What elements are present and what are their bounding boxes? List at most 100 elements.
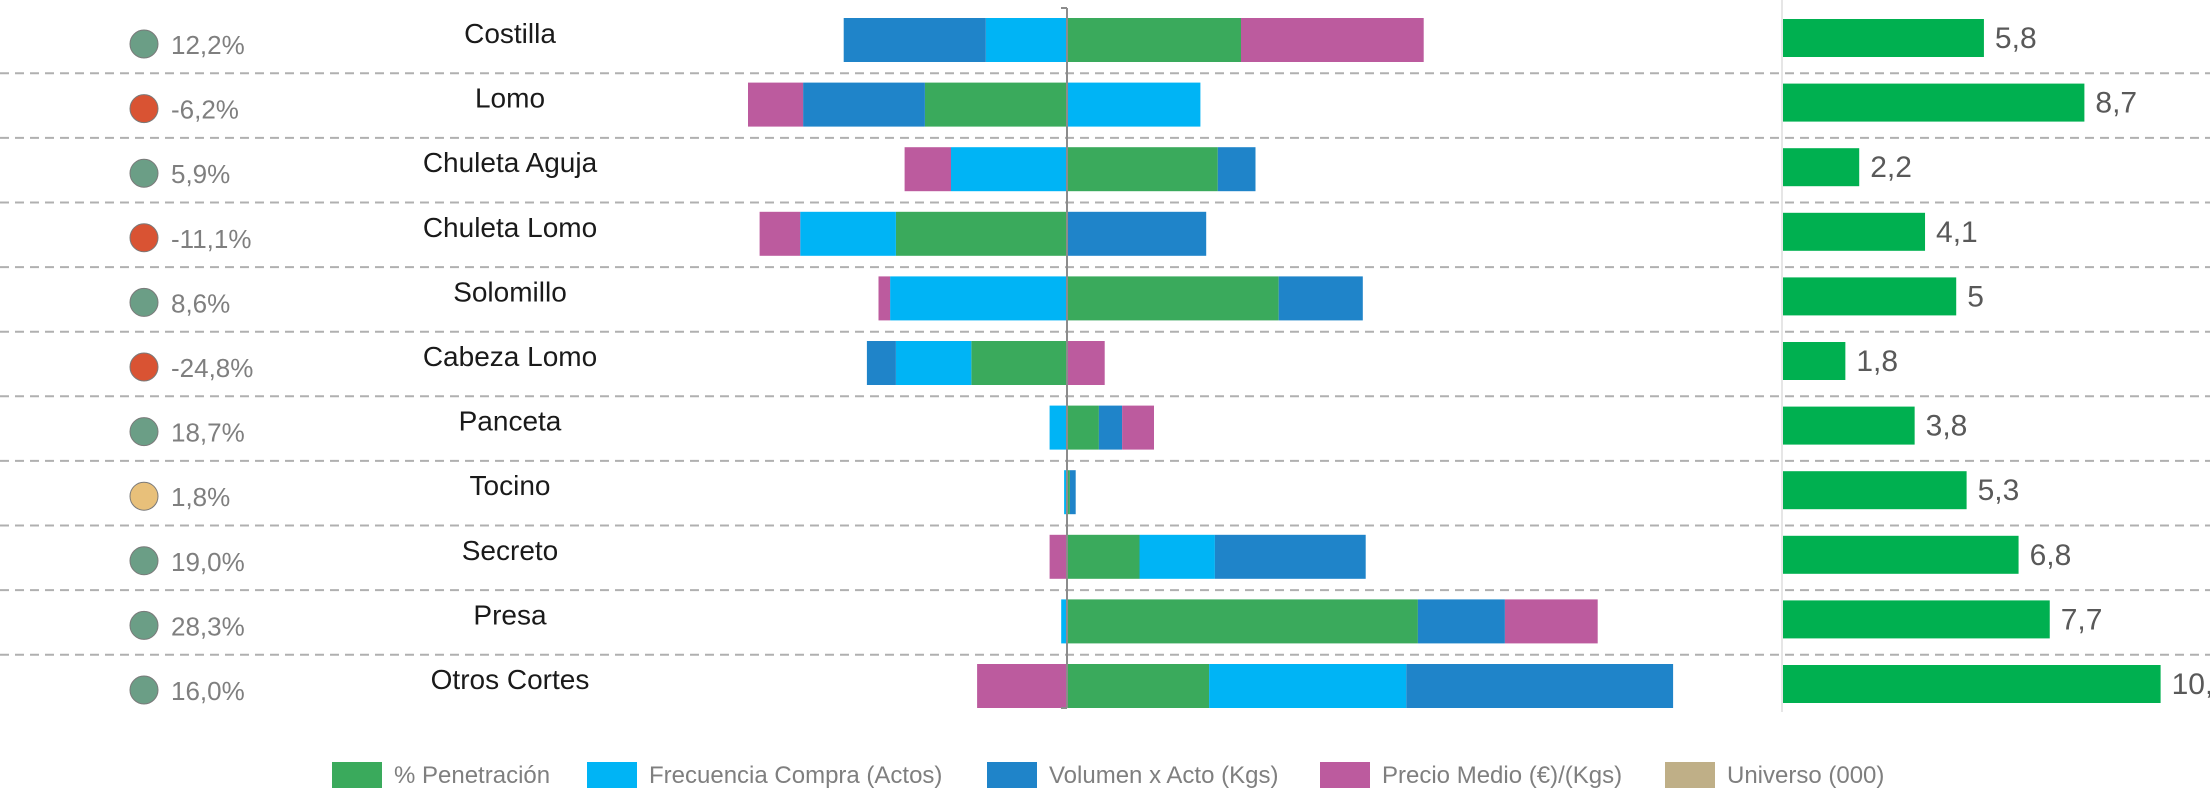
status-dot: [129, 158, 159, 188]
right-bar-label: 5,8: [1995, 22, 2037, 55]
bar-segment-3: [1098, 405, 1123, 450]
bar-segment-1: [971, 341, 1067, 385]
legend-swatch-5: [1665, 762, 1715, 788]
right-bar-label: 6,8: [2030, 539, 2072, 572]
right-bar: [1783, 212, 1926, 251]
bar-segment-4: [904, 147, 951, 192]
bar-segment-2: [1061, 599, 1067, 644]
legend-label-2: Frecuencia Compra (Actos): [649, 762, 942, 789]
change-label: 16,0%: [171, 676, 245, 706]
status-dot: [129, 223, 159, 253]
change-label: -24,8%: [171, 353, 253, 383]
bar-segment-4: [1067, 341, 1105, 385]
bar-segment-3: [803, 82, 925, 127]
bar-segment-3: [1214, 534, 1366, 579]
bar-segment-4: [759, 211, 801, 256]
status-dot: [129, 546, 159, 576]
category-label: Panceta: [459, 406, 562, 437]
bar-segment-1: [1067, 534, 1140, 579]
category-label: Presa: [473, 599, 547, 630]
bar-segment-1: [1067, 147, 1218, 192]
status-dot: [129, 94, 159, 124]
bar-segment-2: [1067, 82, 1201, 127]
right-bar-label: 5: [1967, 280, 1984, 313]
bar-segment-2: [895, 341, 972, 385]
bar-segment-2: [985, 18, 1067, 62]
category-label: Lomo: [475, 83, 545, 114]
change-label: 28,3%: [171, 611, 245, 641]
change-label: -11,1%: [171, 224, 251, 254]
legend-label-1: % Penetración: [394, 762, 550, 789]
right-bar: [1783, 83, 2085, 122]
bar-segment-4: [1504, 599, 1598, 644]
bar-segment-1: [924, 82, 1067, 127]
change-label: 19,0%: [171, 547, 245, 577]
legend-swatch-1: [332, 762, 382, 788]
change-label: -6,2%: [171, 95, 239, 125]
status-dot: [129, 417, 159, 447]
legend-swatch-3: [987, 762, 1037, 788]
category-label: Costilla: [464, 18, 556, 49]
bar-segment-3: [1278, 276, 1363, 321]
bar-segment-1: [1067, 470, 1070, 515]
right-bar-label: 4,1: [1936, 216, 1978, 249]
legend-label-3: Volumen x Acto (Kgs): [1049, 762, 1278, 789]
bar-segment-4: [1241, 18, 1424, 62]
bar-segment-4: [977, 664, 1067, 708]
bar-segment-1: [895, 211, 1067, 256]
bar-segment-1: [1067, 18, 1241, 62]
bar-segment-2: [800, 211, 896, 256]
bar-segment-2: [890, 276, 1067, 321]
right-bar-label: 3,8: [1926, 410, 1968, 443]
status-dot: [129, 352, 159, 382]
bar-segment-3: [843, 18, 986, 62]
bar-segment-2: [951, 147, 1067, 192]
legend-swatch-4: [1320, 762, 1370, 788]
status-dot: [129, 287, 159, 317]
category-label: Chuleta Lomo: [423, 212, 597, 243]
bar-segment-4: [748, 82, 804, 127]
change-label: 8,6%: [171, 288, 230, 318]
bar-segment-1: [1067, 276, 1279, 321]
bar-segment-2: [1064, 470, 1067, 515]
category-label: Cabeza Lomo: [423, 341, 597, 372]
bar-segment-3: [1067, 211, 1207, 256]
bar-segment-2: [1139, 534, 1215, 579]
right-bar-label: 1,8: [1856, 345, 1898, 378]
right-bar: [1783, 406, 1915, 445]
right-bar: [1783, 535, 2019, 574]
bar-segment-2: [1209, 664, 1407, 708]
bar-segment-3: [866, 341, 896, 385]
category-label: Chuleta Aguja: [423, 147, 598, 178]
right-bar: [1783, 19, 1984, 57]
status-dot: [129, 610, 159, 640]
right-bar-label: 10,9: [2172, 668, 2210, 701]
right-bar: [1783, 342, 1846, 380]
status-dot: [129, 675, 159, 705]
category-label: Secreto: [462, 535, 559, 566]
bar-segment-1: [1067, 599, 1418, 644]
legend-label-5: Universo (000): [1727, 762, 1884, 789]
right-bar: [1783, 665, 2161, 703]
change-label: 18,7%: [171, 418, 245, 448]
status-dot: [129, 29, 159, 59]
category-label: Solomillo: [453, 276, 567, 307]
right-bar-label: 2,2: [1870, 151, 1912, 184]
right-bar: [1783, 600, 2050, 639]
right-bar: [1783, 148, 1860, 187]
legend-swatch-2: [587, 762, 637, 788]
bar-segment-4: [1122, 405, 1154, 450]
right-bar-label: 8,7: [2095, 87, 2137, 120]
right-bar: [1783, 277, 1957, 316]
bar-segment-3: [1406, 664, 1674, 708]
bar-segment-3: [1069, 470, 1076, 515]
change-label: 5,9%: [171, 159, 230, 189]
change-label: 12,2%: [171, 30, 245, 60]
status-dot: [129, 481, 159, 511]
category-label: Tocino: [470, 470, 551, 501]
bar-segment-4: [878, 276, 891, 321]
bar-segment-3: [1217, 147, 1256, 192]
bar-segment-1: [1067, 405, 1099, 450]
category-label: Otros Cortes: [431, 664, 590, 695]
